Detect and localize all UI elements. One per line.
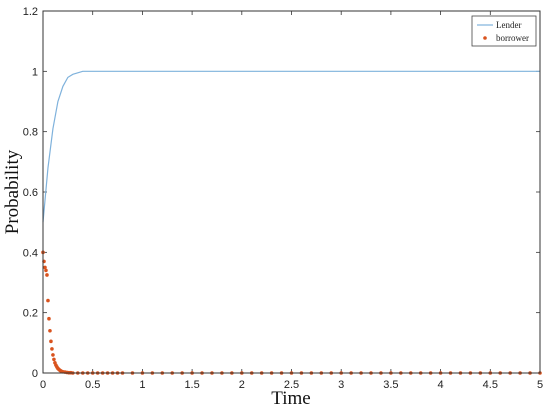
plot-area [43,11,540,373]
x-tick-label: 4.5 [483,379,498,391]
x-tick-label: 2 [239,379,245,391]
x-tick-label: 2.5 [284,379,299,391]
x-tick-label: 0 [40,379,46,391]
legend-borrower-label: borrower [496,33,529,43]
y-tick-label: 0.2 [23,308,38,320]
legend-lender-label: Lender [496,20,521,30]
legend: Lender borrower [471,15,537,47]
series-point-borrower [46,298,50,303]
series-line-lender [42,70,540,223]
series-point-borrower [43,265,47,270]
series-point-borrower [48,328,52,333]
x-axis-label: Time [271,388,310,409]
series-point-borrower [45,273,49,277]
y-tick-label: 1.2 [23,6,38,18]
series-point-borrower [44,268,48,273]
y-tick-label: 0.6 [23,187,38,199]
series-point-borrower [50,347,54,351]
x-tick-label: 3 [338,379,344,391]
x-tick-label: 3.5 [383,379,398,391]
y-tick-label: 0.8 [23,127,38,139]
x-tick-label: 1.5 [184,379,199,391]
y-tick-label: 0 [32,368,38,380]
series-point-borrower [47,316,51,321]
legend-box [471,15,537,47]
y-axis-ticks: 0 0.2 0.4 0.6 0.8 1 1.2 [23,6,540,380]
legend-borrower-swatch [483,36,487,40]
y-tick-label: 1 [32,66,38,78]
y-tick-label: 0.4 [23,247,38,259]
x-tick-label: 4 [438,379,444,391]
x-tick-label: 1 [139,379,145,391]
x-tick-label: 0.5 [85,379,100,391]
x-axis-ticks: 0 0.5 1 1.5 2 2.5 3 3.5 4 4.5 5 [40,11,543,391]
y-axis-label: Probability [2,149,23,234]
series-point-borrower [49,339,53,344]
plot-frame [42,10,541,374]
series-point-borrower [52,357,56,362]
x-tick-label: 5 [537,379,543,391]
series-point-borrower [51,353,55,357]
